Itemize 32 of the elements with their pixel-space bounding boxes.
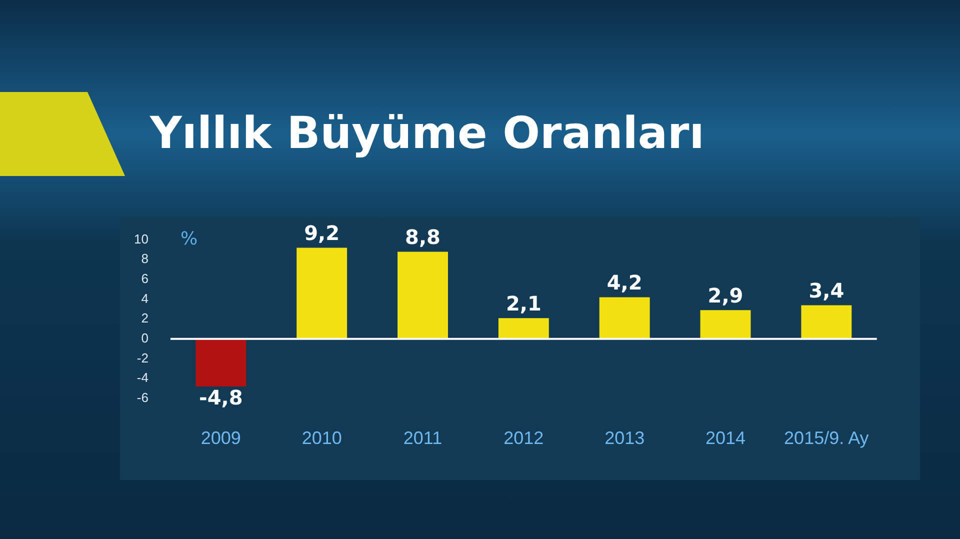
bar	[801, 305, 852, 339]
data-label: 4,2	[606, 270, 642, 294]
y-tick-label: -2	[136, 350, 148, 366]
x-tick-label: 2013	[604, 428, 645, 448]
data-label: 3,4	[808, 278, 844, 302]
x-tick-label: 2014	[705, 428, 746, 448]
x-tick-label: 2011	[403, 428, 442, 448]
data-label: 9,2	[304, 220, 340, 245]
bar	[599, 297, 650, 339]
y-tick-label: 6	[141, 271, 148, 286]
bar	[700, 310, 751, 339]
data-label: 8,8	[405, 224, 440, 249]
y-tick-label: -6	[136, 390, 148, 405]
x-tick-label: 2012	[504, 428, 544, 448]
bar	[398, 252, 448, 339]
y-axis-title: %	[180, 228, 198, 250]
y-tick-label: 10	[134, 231, 148, 246]
y-tick-label: -4	[136, 370, 148, 386]
y-tick-label: 8	[141, 251, 148, 266]
bar	[296, 248, 348, 339]
data-label: 2,9	[708, 283, 744, 308]
data-label: 2,1	[506, 291, 542, 316]
chart-title: Yıllık Büyüme Oranları	[150, 108, 704, 159]
x-tick-label: 2010	[302, 428, 342, 448]
x-tick-label: 2009	[200, 428, 241, 448]
y-tick-label: 2	[141, 310, 148, 326]
x-tick-label: 2015/9. Ay	[784, 428, 869, 448]
data-label: -4,8	[199, 386, 243, 410]
y-tick-label: 0	[141, 330, 148, 346]
bar	[196, 338, 246, 387]
bar	[498, 318, 549, 339]
y-tick-label: 4	[141, 290, 148, 306]
